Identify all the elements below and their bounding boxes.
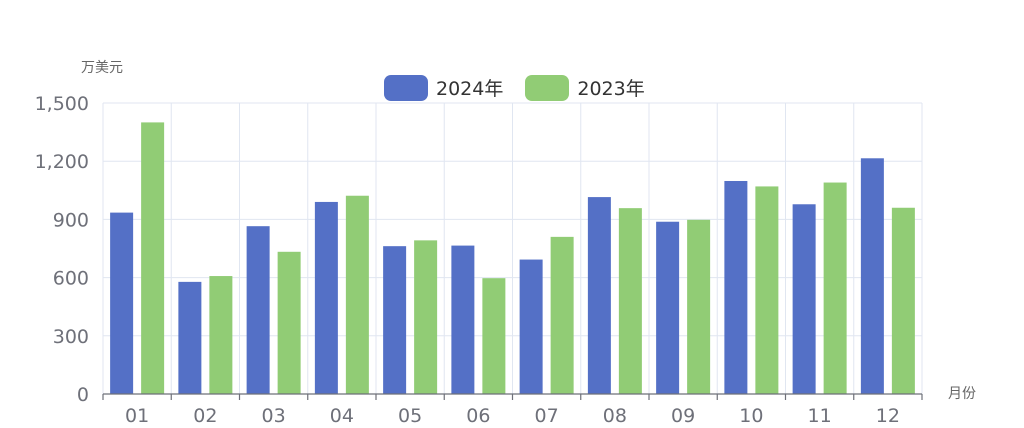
y-tick-label: 900 — [53, 209, 89, 231]
bar-2023-05 — [414, 240, 438, 394]
x-tick-label: 02 — [193, 405, 217, 427]
y-tick-label: 600 — [53, 268, 89, 290]
bar-2024-06 — [451, 245, 475, 394]
x-tick-label: 03 — [262, 405, 286, 427]
bar-2023-12 — [891, 207, 915, 394]
bar-2024-04 — [314, 201, 338, 394]
bar-2024-07 — [519, 259, 543, 394]
x-tick-label: 10 — [739, 405, 763, 427]
x-tick-label: 11 — [808, 405, 832, 427]
bar-2024-10 — [724, 180, 748, 394]
x-tick-label: 01 — [125, 405, 149, 427]
bar-2024-03 — [246, 226, 270, 394]
x-tick-label: 08 — [603, 405, 627, 427]
bar-2023-09 — [687, 219, 711, 394]
y-tick-label: 1,200 — [35, 151, 89, 173]
x-axis-title: 月份 — [948, 386, 976, 402]
y-tick-label: 0 — [77, 384, 89, 406]
legend-item-2023[interactable]: 2023年 — [525, 74, 645, 101]
x-tick-label: 04 — [330, 405, 354, 427]
x-tick-label: 09 — [671, 405, 695, 427]
bar-2023-08 — [618, 208, 642, 394]
bar-2024-09 — [656, 221, 680, 394]
y-axis-title: 万美元 — [81, 60, 123, 76]
x-tick-label: 07 — [535, 405, 559, 427]
legend-swatch-2024 — [384, 74, 428, 101]
x-tick-label: 05 — [398, 405, 422, 427]
bar-2023-02 — [209, 276, 233, 394]
legend-swatch-2023 — [525, 74, 570, 101]
legend-item-2024[interactable]: 2024年 — [384, 74, 503, 101]
bar-2023-03 — [277, 251, 301, 394]
bar-2024-08 — [587, 197, 611, 394]
bar-2024-02 — [178, 281, 202, 394]
x-tick-label: 12 — [876, 405, 900, 427]
bar-2024-12 — [860, 158, 884, 394]
legend: 2024年 2023年 — [384, 74, 645, 101]
bar-2023-01 — [141, 122, 165, 395]
y-tick-label: 1,500 — [35, 93, 89, 115]
bar-2023-07 — [550, 236, 574, 394]
bar-2023-04 — [345, 195, 369, 394]
bar-2023-10 — [755, 186, 779, 394]
bar-2024-05 — [383, 246, 407, 394]
legend-label-2023: 2023年 — [577, 78, 645, 100]
bar-2024-01 — [110, 212, 134, 394]
x-tick-label: 06 — [466, 405, 490, 427]
legend-label-2024: 2024年 — [436, 78, 504, 100]
bar-2024-11 — [792, 204, 816, 394]
bar-2023-06 — [482, 278, 506, 394]
bar-2023-11 — [823, 182, 847, 394]
y-tick-label: 300 — [53, 326, 89, 348]
